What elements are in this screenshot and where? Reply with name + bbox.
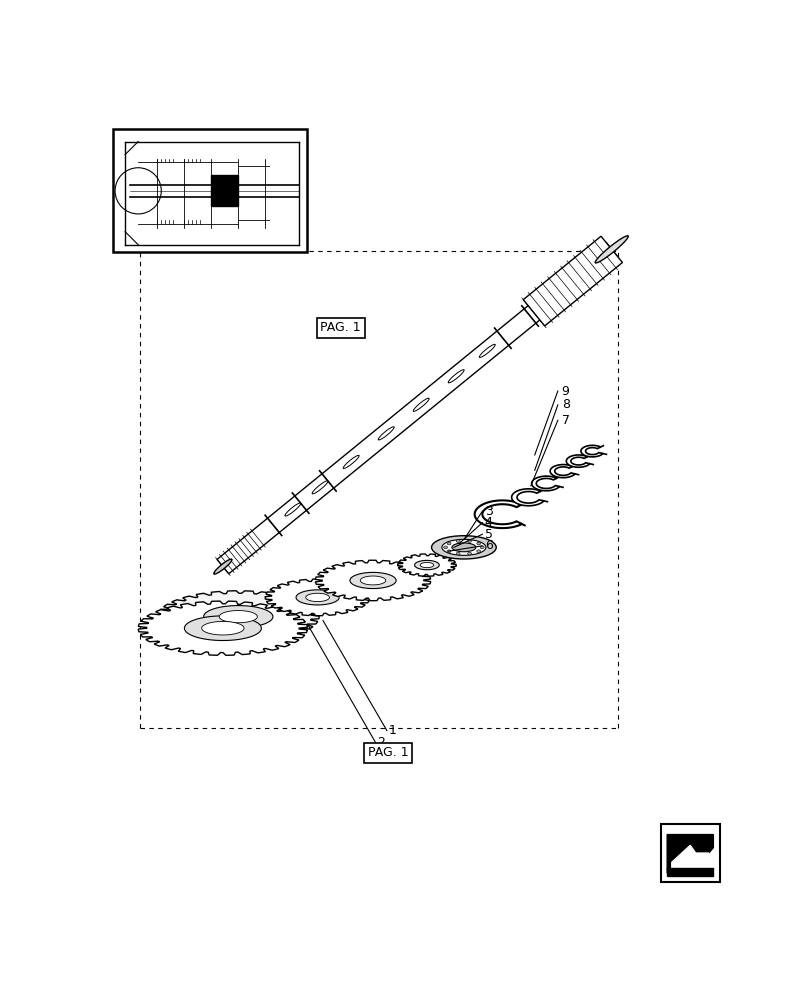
Ellipse shape — [476, 550, 480, 553]
Polygon shape — [565, 455, 589, 467]
Polygon shape — [217, 242, 617, 574]
Polygon shape — [474, 500, 521, 528]
Polygon shape — [201, 621, 244, 635]
Polygon shape — [157, 591, 319, 643]
Polygon shape — [219, 611, 257, 623]
Bar — [667, 868, 713, 876]
Ellipse shape — [452, 543, 475, 552]
Ellipse shape — [467, 552, 471, 555]
Text: 2: 2 — [376, 736, 384, 749]
Polygon shape — [522, 236, 622, 326]
Polygon shape — [580, 445, 603, 457]
Ellipse shape — [476, 542, 480, 545]
Text: PAG. 1: PAG. 1 — [367, 746, 408, 759]
Text: 8: 8 — [561, 398, 569, 411]
Polygon shape — [397, 554, 456, 576]
Text: 6: 6 — [484, 539, 492, 552]
Polygon shape — [315, 560, 430, 601]
Ellipse shape — [456, 540, 460, 542]
Ellipse shape — [447, 542, 450, 545]
Polygon shape — [350, 572, 396, 589]
Ellipse shape — [213, 559, 232, 574]
Polygon shape — [296, 590, 339, 605]
Ellipse shape — [467, 540, 471, 542]
Ellipse shape — [431, 536, 496, 559]
Text: 1: 1 — [388, 724, 396, 737]
Text: 3: 3 — [484, 505, 492, 518]
Bar — [660, 824, 719, 882]
Polygon shape — [138, 601, 307, 655]
Bar — [211, 175, 238, 206]
Text: 4: 4 — [484, 516, 492, 529]
Polygon shape — [360, 576, 385, 585]
Polygon shape — [671, 845, 708, 868]
Ellipse shape — [447, 550, 450, 553]
Polygon shape — [306, 593, 329, 602]
Ellipse shape — [479, 546, 483, 549]
Bar — [113, 129, 307, 252]
Ellipse shape — [456, 552, 460, 555]
Polygon shape — [550, 465, 574, 478]
Polygon shape — [667, 835, 713, 873]
Text: 9: 9 — [561, 385, 569, 398]
Polygon shape — [511, 489, 543, 506]
Text: PAG. 1: PAG. 1 — [320, 321, 361, 334]
Polygon shape — [419, 562, 433, 568]
Text: 7: 7 — [561, 414, 569, 427]
Text: 5: 5 — [484, 528, 492, 541]
Polygon shape — [184, 616, 261, 641]
Ellipse shape — [441, 539, 485, 555]
Polygon shape — [414, 560, 439, 570]
Polygon shape — [265, 579, 370, 616]
Polygon shape — [204, 606, 272, 628]
Polygon shape — [531, 476, 559, 491]
Ellipse shape — [443, 546, 447, 549]
Ellipse shape — [594, 236, 628, 263]
